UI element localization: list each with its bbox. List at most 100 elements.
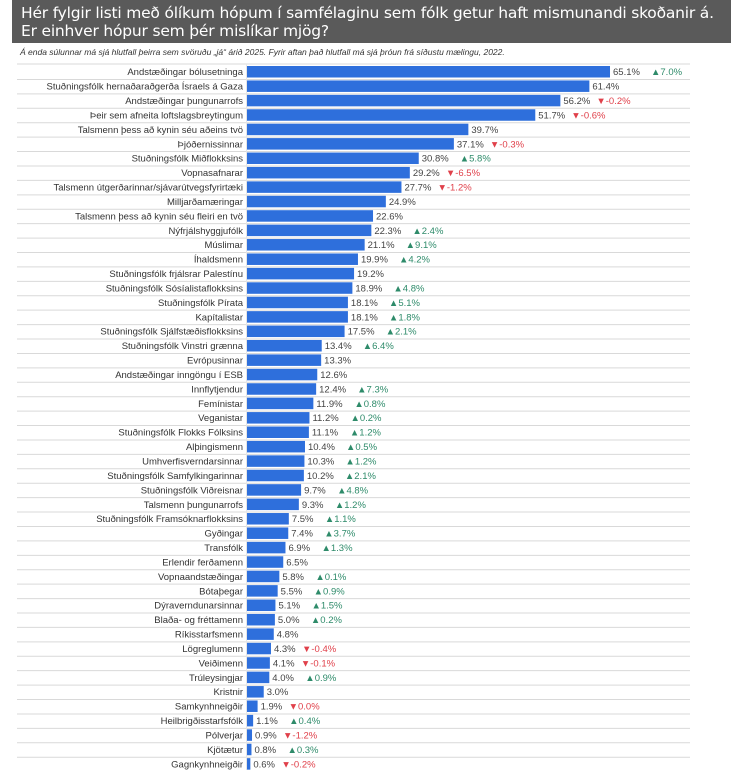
category-label: Samkynhneigðir [175, 702, 243, 713]
value-label: 27.7% [404, 183, 431, 194]
value-label: 18.1% [351, 312, 378, 323]
value-label: 4.1% [273, 658, 295, 669]
change-label: ▲9.1% [406, 240, 438, 251]
change-label: ▲0.5% [346, 442, 378, 453]
bar [247, 469, 304, 482]
change-label: ▲5.1% [389, 298, 421, 309]
bar [247, 311, 348, 323]
value-label: 18.1% [351, 298, 378, 309]
change-label: ▲4.8% [337, 485, 369, 496]
category-label: Kristnir [213, 687, 243, 698]
bar [247, 224, 372, 237]
value-label: 4.3% [274, 644, 296, 655]
value-label: 19.9% [361, 255, 388, 266]
change-label: ▲0.3% [287, 745, 319, 756]
change-label: ▲5.8% [460, 154, 492, 165]
change-label: ▲2.1% [345, 471, 377, 482]
category-label: Gagnkynhneigðir [171, 759, 243, 770]
category-label: Blaða- og fréttamenn [154, 615, 243, 626]
bar [247, 628, 274, 640]
category-label: Dýraverndunarsinnar [154, 601, 243, 612]
change-label: ▼-1.2% [437, 183, 472, 194]
bar [247, 66, 610, 78]
category-label: Talsmenn þess að kynin séu aðeins tvö [78, 125, 243, 136]
category-label: Veiðimenn [199, 658, 243, 669]
chart-subtitle: Á enda súlunnar má sjá hlutfall þeirra s… [20, 47, 505, 57]
value-label: 18.9% [355, 283, 382, 294]
value-label: 1.9% [261, 702, 283, 713]
category-label: Gyðingar [204, 529, 243, 540]
bar [247, 339, 322, 352]
value-label: 29.2% [413, 168, 440, 179]
category-label: Transfólk [204, 543, 243, 554]
bar [247, 613, 275, 626]
bar [247, 657, 270, 669]
value-label: 65.1% [613, 67, 640, 78]
value-label: 12.4% [319, 384, 346, 395]
bar [247, 743, 252, 756]
change-label: ▲7.3% [357, 384, 389, 395]
value-label: 10.4% [308, 442, 335, 453]
value-label: 56.2% [563, 96, 590, 107]
category-label: Heilbrigðisstarfsfólk [161, 716, 244, 727]
category-label: Stuðningsfólk Sjálfstæðisflokksins [100, 327, 243, 338]
value-label: 9.3% [302, 500, 324, 511]
change-label: ▼-0.6% [571, 110, 606, 121]
category-label: Ríkisstarfsmenn [175, 630, 243, 641]
bar [247, 455, 305, 467]
value-label: 22.3% [374, 226, 401, 237]
bar [247, 426, 309, 438]
category-label: Alþingismenn [186, 442, 243, 453]
category-label: Nýfrjálshyggjufólk [169, 226, 244, 237]
category-label: Femínistar [198, 399, 243, 410]
change-label: ▼-0.3% [490, 139, 525, 150]
category-label: Milljarðamæringar [167, 197, 243, 208]
change-label: ▲6.4% [363, 341, 395, 352]
bar [247, 570, 280, 583]
bar [247, 210, 374, 222]
change-label: ▲0.8% [354, 399, 386, 410]
bar [247, 758, 251, 770]
category-label: Talsmenn þess að kynin séu fleiri en tvö [75, 211, 243, 222]
bar [247, 642, 271, 655]
category-label: Íhaldsmenn [194, 255, 243, 266]
bar [247, 325, 345, 338]
bar [247, 195, 386, 208]
change-label: ▲0.9% [314, 586, 346, 597]
category-label: Stuðningsfólk Viðreisnar [141, 485, 243, 496]
value-label: 4.0% [272, 673, 294, 684]
value-label: 7.4% [291, 529, 313, 540]
bar [247, 109, 536, 121]
category-label: Andstæðingar inngöngu í ESB [115, 370, 243, 381]
bar [247, 166, 410, 179]
change-label: ▲7.0% [651, 67, 683, 78]
value-label: 4.8% [277, 630, 299, 641]
value-label: 5.8% [282, 572, 304, 583]
category-label: Stuðningsfólk Flokks Fólksins [118, 428, 243, 439]
chart-title-line-1: Hér fylgir listi með ólíkum hópum í samf… [21, 4, 714, 22]
category-label: Umhverfisverndarsinnar [142, 456, 243, 467]
change-label: ▲3.7% [324, 529, 356, 540]
value-label: 3.0% [267, 687, 289, 698]
category-label: Trúleysingjar [189, 673, 243, 684]
value-label: 21.1% [368, 240, 395, 251]
change-label: ▲0.4% [289, 716, 321, 727]
change-label: ▲1.2% [345, 456, 377, 467]
category-label: Talsmenn útgerðarinnar/sjávarútvegsfyrir… [53, 183, 243, 194]
bar [247, 671, 270, 684]
bar [247, 181, 402, 193]
category-label: Innflytjendur [191, 384, 243, 395]
category-label: Pólverjar [206, 730, 244, 741]
bar [247, 267, 355, 280]
bar [247, 253, 358, 265]
change-label: ▲1.3% [321, 543, 353, 554]
category-label: Stuðningsfólk Miðflokksins [132, 154, 244, 165]
bar [247, 527, 289, 539]
chart-title-line-2: Er einhver hópur sem þér mislíkar mjög? [21, 22, 329, 40]
bar [247, 94, 561, 107]
bar [247, 513, 289, 525]
bar [247, 484, 302, 496]
bar [247, 354, 322, 366]
change-label: ▼-0.1% [301, 658, 336, 669]
